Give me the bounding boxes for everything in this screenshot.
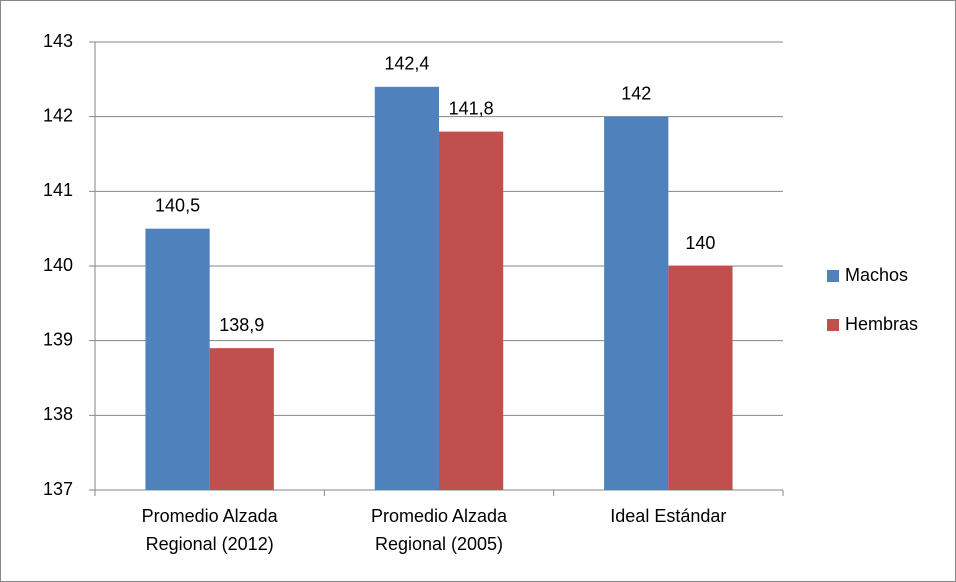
legend-label: Machos [845,265,908,285]
x-tick-label: Promedio Alzada Regional (2005) [370,506,508,554]
data-label: 142,4 [384,54,429,74]
data-label: 140 [685,233,715,253]
data-label: 142 [621,83,651,103]
y-tick-label: 140 [43,255,73,275]
y-tick-label: 137 [43,479,73,499]
y-tick-label: 141 [43,180,73,200]
bar [209,348,274,490]
y-tick-label: 139 [43,329,73,349]
bar [439,131,504,490]
legend-swatch [827,319,839,331]
bar [668,266,733,490]
y-tick-label: 143 [43,31,73,51]
x-tick-label: Ideal Estándar [610,506,727,526]
bar [604,116,669,491]
y-tick-label: 138 [43,404,73,424]
x-tick-label: Promedio Alzada Regional (2012) [141,506,278,554]
bar [145,228,210,490]
data-label: 141,8 [449,98,494,118]
data-label: 140,5 [155,195,200,215]
legend-swatch [827,270,839,282]
bar [374,86,439,491]
legend-label: Hembras [845,314,918,334]
data-label: 138,9 [219,315,264,335]
y-tick-label: 142 [43,105,73,125]
